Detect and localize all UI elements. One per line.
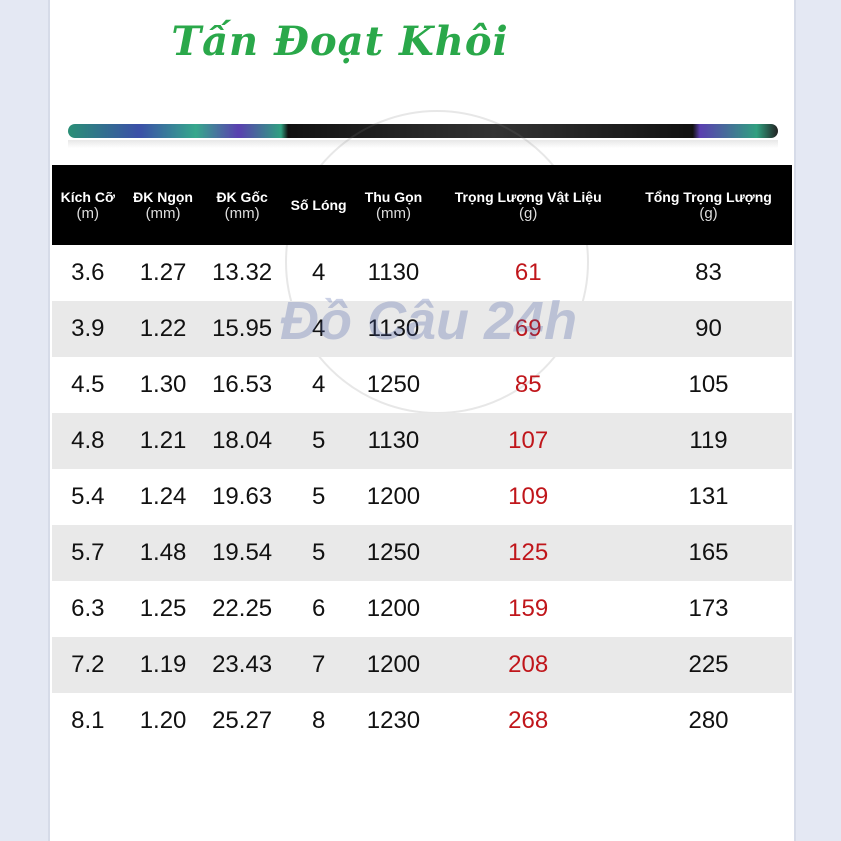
- fishing-rod-image: [68, 124, 778, 138]
- table-cell: 159: [508, 595, 549, 622]
- table-cell: 125: [431, 525, 626, 581]
- column-header: Tổng Trọng Lượng (g): [625, 165, 792, 245]
- table-cell: 13.32: [212, 259, 273, 286]
- table-cell: 1.27: [139, 259, 187, 286]
- table-cell: 8: [311, 707, 326, 734]
- table-cell: 8.1: [71, 707, 105, 734]
- table-cell: 7: [281, 637, 356, 693]
- table-cell: 69: [431, 301, 626, 357]
- table-cell: 1.22: [123, 301, 203, 357]
- column-unit: (g): [519, 204, 538, 222]
- table-cell: 1.24: [139, 483, 187, 510]
- column-unit: (mm): [145, 204, 181, 222]
- column-header: Thu Gọn (mm): [355, 165, 432, 245]
- table-cell: 16.53: [212, 371, 273, 398]
- table-cell: 4: [281, 301, 356, 357]
- column-label: Kích Cỡ: [60, 188, 115, 205]
- table-cell: 1130: [355, 413, 432, 469]
- table-header: Kích Cỡ (m) ĐK Ngọn (mm) ĐK Gốc (mm) Số Lóng Th…: [52, 165, 792, 245]
- table-cell: 268: [508, 707, 549, 734]
- table-cell: 225: [625, 637, 792, 693]
- column-label: ĐK Gốc: [216, 188, 268, 205]
- table-cell: 208: [431, 637, 626, 693]
- column-unit: (m): [76, 204, 100, 222]
- table-cell: 1200: [355, 637, 432, 693]
- table-cell: 23.43: [202, 637, 282, 693]
- table-cell: 165: [625, 525, 792, 581]
- table-row: 8.1 1.20 25.27 8 1230 268 280: [52, 693, 792, 749]
- table-cell: 6.3: [71, 595, 105, 622]
- table-row: 3.6 1.27 13.32 4 1130 61 83: [52, 245, 792, 301]
- table-cell: 5: [281, 413, 356, 469]
- table-cell: 1200: [366, 595, 421, 622]
- column-unit: (mm): [224, 204, 260, 222]
- table-cell: 85: [514, 371, 542, 398]
- table-cell: 19.63: [212, 483, 273, 510]
- table-row: 3.9 1.22 15.95 4 1130 69 90: [52, 301, 792, 357]
- table-cell: 19.54: [202, 525, 282, 581]
- table-cell: 7.2: [52, 637, 124, 693]
- column-label: Thu Gọn: [364, 188, 423, 205]
- spec-card: Tấn Đoạt Khôi Kích Cỡ (m) ĐK Ngọn (mm) ĐK Gố…: [48, 0, 796, 841]
- table-cell: 22.25: [212, 595, 273, 622]
- table-cell: 107: [431, 413, 626, 469]
- table-cell: 1.21: [123, 413, 203, 469]
- column-header: Kích Cỡ (m): [52, 165, 124, 245]
- table-cell: 18.04: [202, 413, 282, 469]
- table-cell: 1.30: [139, 371, 187, 398]
- table-cell: 1130: [367, 259, 420, 286]
- table-cell: 4: [311, 259, 326, 286]
- column-unit: (mm): [375, 204, 411, 222]
- table-cell: 109: [508, 483, 549, 510]
- table-row: 5.7 1.48 19.54 5 1250 125 165: [52, 525, 792, 581]
- column-label: Số Lóng: [290, 197, 347, 213]
- table-cell: 1250: [355, 525, 432, 581]
- table-cell: 83: [695, 259, 722, 286]
- table-cell: 1200: [366, 483, 421, 510]
- table-cell: 173: [688, 595, 729, 622]
- column-header: Số Lóng: [281, 165, 356, 245]
- table-row: 6.3 1.25 22.25 6 1200 159 173: [52, 581, 792, 637]
- table-cell: 4: [311, 371, 326, 398]
- table-cell: 5.7: [52, 525, 124, 581]
- table-cell: 5.4: [71, 483, 105, 510]
- table-cell: 280: [688, 707, 729, 734]
- table-cell: 4.8: [52, 413, 124, 469]
- spec-table: Kích Cỡ (m) ĐK Ngọn (mm) ĐK Gốc (mm) Số Lóng Th…: [52, 165, 792, 749]
- table-cell: 3.9: [52, 301, 124, 357]
- table-cell: 1.20: [139, 707, 187, 734]
- table-row: 7.2 1.19 23.43 7 1200 208 225: [52, 637, 792, 693]
- column-header: ĐK Gốc (mm): [202, 165, 282, 245]
- table-cell: 90: [625, 301, 792, 357]
- table-row: 5.4 1.24 19.63 5 1200 109 131: [52, 469, 792, 525]
- table-cell: 119: [625, 413, 792, 469]
- table-row: 4.8 1.21 18.04 5 1130 107 119: [52, 413, 792, 469]
- table-cell: 1.25: [139, 595, 187, 622]
- table-cell: 1.48: [123, 525, 203, 581]
- column-label: Tổng Trọng Lượng: [645, 188, 772, 205]
- table-cell: 5: [281, 525, 356, 581]
- column-unit: (g): [699, 204, 718, 222]
- table-cell: 131: [688, 483, 729, 510]
- rod-reflection: [68, 140, 778, 148]
- column-header: Trọng Lượng Vật Liệu (g): [431, 165, 626, 245]
- table-cell: 15.95: [202, 301, 282, 357]
- table-cell: 4.5: [71, 371, 105, 398]
- table-cell: 5: [311, 483, 326, 510]
- table-cell: 1250: [366, 371, 421, 398]
- column-label: ĐK Ngọn: [133, 188, 193, 205]
- column-header: ĐK Ngọn (mm): [123, 165, 203, 245]
- product-title: Tấn Đoạt Khôi: [171, 18, 509, 65]
- table-cell: 105: [688, 371, 729, 398]
- column-label: Trọng Lượng Vật Liệu: [454, 188, 602, 205]
- table-cell: 61: [514, 259, 542, 286]
- table-cell: 1.19: [123, 637, 203, 693]
- table-cell: 6: [311, 595, 326, 622]
- table-cell: 1230: [366, 707, 421, 734]
- table-cell: 1130: [355, 301, 432, 357]
- table-cell: 3.6: [71, 259, 105, 286]
- table-row: 4.5 1.30 16.53 4 1250 85 105: [52, 357, 792, 413]
- table-cell: 25.27: [212, 707, 273, 734]
